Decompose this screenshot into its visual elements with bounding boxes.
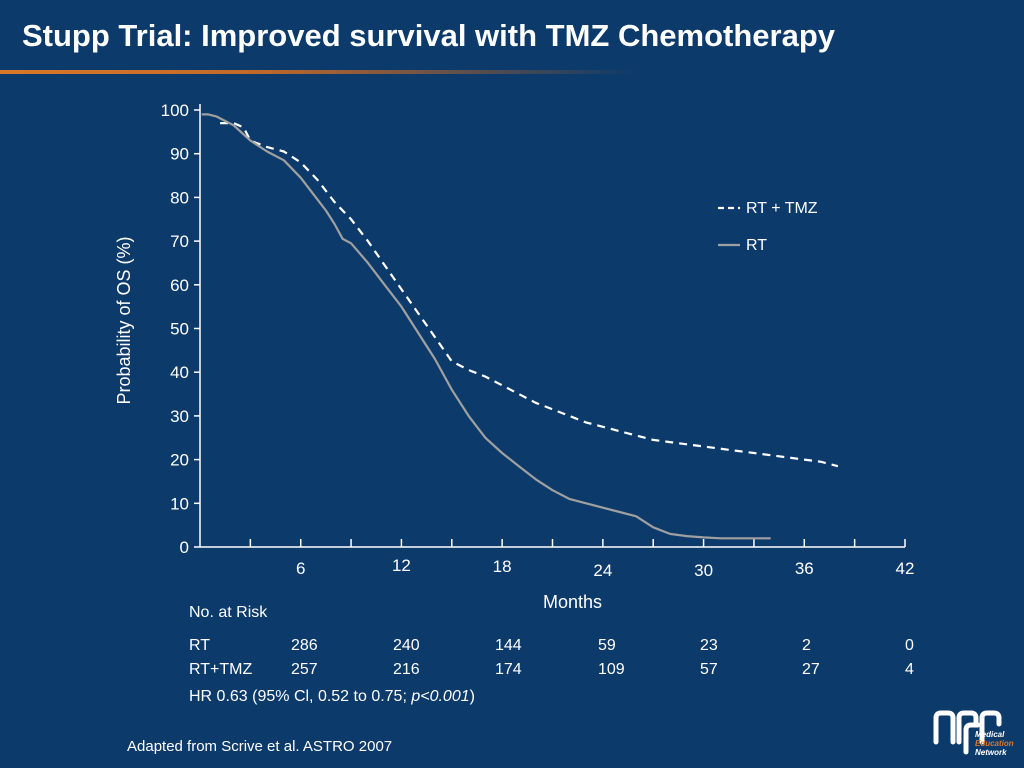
y-tick-label: 40	[170, 363, 189, 382]
risk-cell: 57	[700, 661, 718, 678]
risk-cell: 144	[495, 637, 522, 654]
risk-row-label: RT	[189, 637, 211, 654]
risk-cell: 23	[700, 637, 718, 654]
risk-cell: 2	[802, 637, 811, 654]
hazard-ratio-text: HR 0.63 (95% Cl, 0.52 to 0.75; p<0.001)	[189, 688, 475, 706]
legend-label: RT	[746, 237, 767, 254]
logo-text-line: Education	[975, 739, 1014, 748]
series-line-rt	[201, 113, 771, 540]
risk-cell: 27	[802, 661, 820, 678]
survival-chart: 0 10 20 30 40 50 60 70 80 90 100 6 12 18 24 30 36 42 Month…	[114, 101, 915, 612]
risk-cell: 240	[393, 637, 420, 654]
risk-cell: 257	[291, 661, 318, 678]
y-tick-label: 90	[170, 145, 189, 164]
x-axis-title: Months	[543, 592, 602, 612]
slide-title: Stupp Trial: Improved survival with TMZ …	[22, 18, 836, 53]
risk-row-rt-tmz: RT+TMZ 257 216 174 109 57 27 4	[189, 661, 929, 683]
hazard-ratio-close: )	[469, 688, 475, 705]
y-tick-label: 70	[170, 232, 189, 251]
risk-cell: 109	[598, 661, 625, 678]
logo-text-line: Network	[975, 748, 1007, 757]
logo-text-line: Medical	[975, 730, 1005, 739]
risk-cell: 59	[598, 637, 616, 654]
y-axis-title: Probability of OS (%)	[114, 236, 134, 404]
y-tick-label: 100	[161, 101, 189, 120]
legend-label: RT + TMZ	[746, 200, 818, 217]
y-tick-label: 10	[170, 494, 189, 513]
y-tick-label: 0	[180, 538, 189, 557]
title-underline	[0, 70, 640, 74]
x-tick-label: 12	[392, 556, 411, 575]
risk-row-rt: RT 286 240 144 59 23 2 0	[189, 637, 929, 659]
y-tick-label: 50	[170, 320, 189, 339]
y-tick-label: 80	[170, 188, 189, 207]
risk-cell: 0	[905, 637, 914, 654]
hazard-ratio-main: HR 0.63 (95% Cl, 0.52 to 0.75;	[189, 688, 412, 705]
source-citation: Adapted from Scrive et al. ASTRO 2007	[127, 738, 393, 755]
y-tick-label: 20	[170, 451, 189, 470]
risk-cell: 174	[495, 661, 522, 678]
risk-cell: 4	[905, 661, 914, 678]
risk-cell: 286	[291, 637, 318, 654]
x-tick-label: 18	[493, 557, 512, 576]
mednet-logo: Medical Education Network	[933, 710, 1014, 757]
x-tick-label: 24	[593, 561, 612, 580]
series-line-rt-tmz	[220, 122, 839, 468]
x-tick-label: 42	[896, 559, 915, 578]
risk-cell: 216	[393, 661, 420, 678]
risk-table-heading: No. at Risk	[189, 604, 268, 621]
x-tick-label: 36	[795, 559, 814, 578]
hazard-ratio-p-value: p<0.001	[411, 688, 470, 705]
x-tick-label: 6	[296, 559, 305, 578]
y-tick-label: 60	[170, 276, 189, 295]
y-tick-label: 30	[170, 407, 189, 426]
risk-row-label: RT+TMZ	[189, 661, 253, 678]
x-tick-label: 30	[694, 561, 713, 580]
